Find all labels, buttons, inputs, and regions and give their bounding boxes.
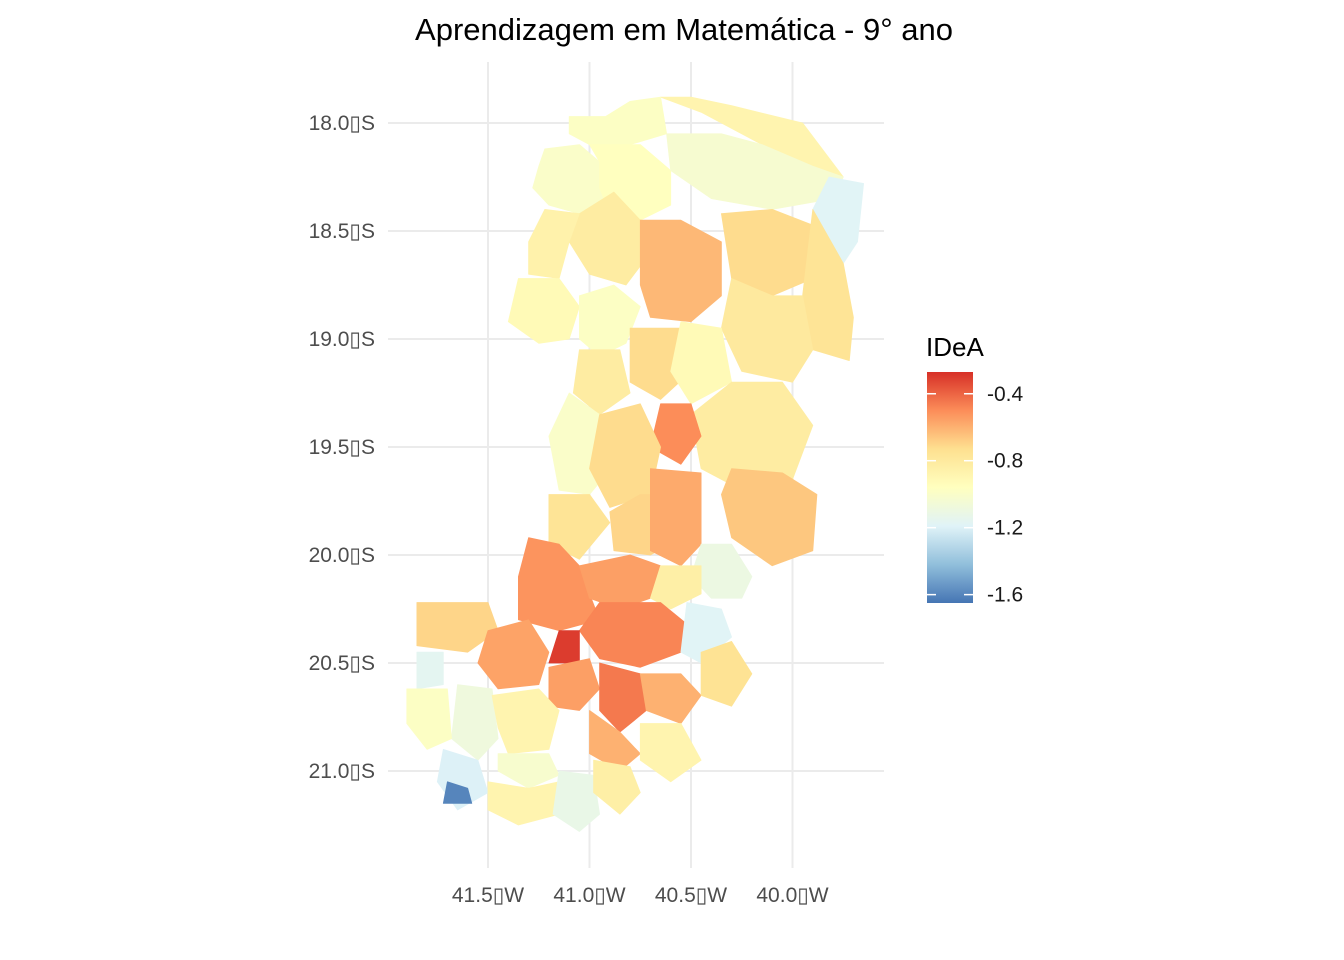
legend-colorbar xyxy=(927,372,973,603)
municipality-region xyxy=(548,494,611,560)
municipality-region xyxy=(406,688,452,750)
municipalities xyxy=(406,96,864,832)
municipality-region xyxy=(548,658,600,711)
municipality-region xyxy=(552,770,600,832)
municipality-region xyxy=(593,759,641,815)
x-axis-ticks: 41.5▯W 41.0▯W 40.5▯W 40.0▯W xyxy=(452,884,829,907)
municipality-region xyxy=(497,753,560,789)
municipality-region xyxy=(579,602,688,668)
municipality-region xyxy=(650,565,702,610)
y-tick-label: 18.0▯S xyxy=(309,112,375,135)
legend-tick-label: -0.4 xyxy=(987,383,1024,406)
municipality-region xyxy=(639,673,702,724)
municipality-region xyxy=(650,468,702,567)
x-tick-label: 41.0▯W xyxy=(553,884,625,907)
municipality-region xyxy=(589,710,641,772)
municipality-region xyxy=(589,403,661,508)
y-tick-label: 18.5▯S xyxy=(309,220,375,243)
chart-title: Aprendizagem em Matemática - 9° ano xyxy=(415,12,953,47)
municipality-region xyxy=(548,630,580,664)
municipality-region xyxy=(491,688,560,755)
y-tick-label: 21.0▯S xyxy=(309,760,375,783)
municipality-region xyxy=(599,662,647,733)
legend-title: IDeA xyxy=(926,332,984,362)
municipality-region xyxy=(442,781,473,804)
municipality-region xyxy=(568,191,651,286)
municipality-region xyxy=(670,321,732,405)
x-tick-label: 40.0▯W xyxy=(756,884,828,907)
municipality-region xyxy=(416,602,499,653)
municipality-region xyxy=(721,278,814,383)
municipality-region xyxy=(416,651,444,690)
x-tick-label: 41.5▯W xyxy=(452,884,524,907)
legend-ticks: -0.4 -0.8 -1.2 -1.6 xyxy=(927,383,1024,607)
y-tick-label: 20.5▯S xyxy=(309,652,375,675)
municipality-region xyxy=(507,278,580,344)
municipality-region xyxy=(639,723,702,783)
legend-tick-label: -0.8 xyxy=(987,450,1023,473)
municipality-region xyxy=(700,641,753,707)
y-tick-label: 19.0▯S xyxy=(309,328,375,351)
municipality-region xyxy=(639,219,722,323)
municipality-region xyxy=(579,284,641,357)
municipality-region xyxy=(487,781,560,826)
x-tick-label: 40.5▯W xyxy=(655,884,727,907)
legend: IDeA -0.4 -0.8 -1.2 -1.6 xyxy=(926,332,1024,607)
y-tick-label: 20.0▯S xyxy=(309,544,375,567)
municipality-region xyxy=(451,684,499,761)
y-tick-label: 19.5▯S xyxy=(309,436,375,459)
municipality-region xyxy=(568,96,667,146)
y-axis-ticks: 18.0▯S 18.5▯S 19.0▯S 19.5▯S 20.0▯S 20.5▯S 21.0… xyxy=(309,112,375,783)
municipality-region xyxy=(721,468,818,567)
municipality-region xyxy=(572,349,631,416)
legend-tick-label: -1.6 xyxy=(987,584,1023,607)
municipality-region xyxy=(477,619,550,690)
legend-tick-label: -1.2 xyxy=(987,517,1023,540)
